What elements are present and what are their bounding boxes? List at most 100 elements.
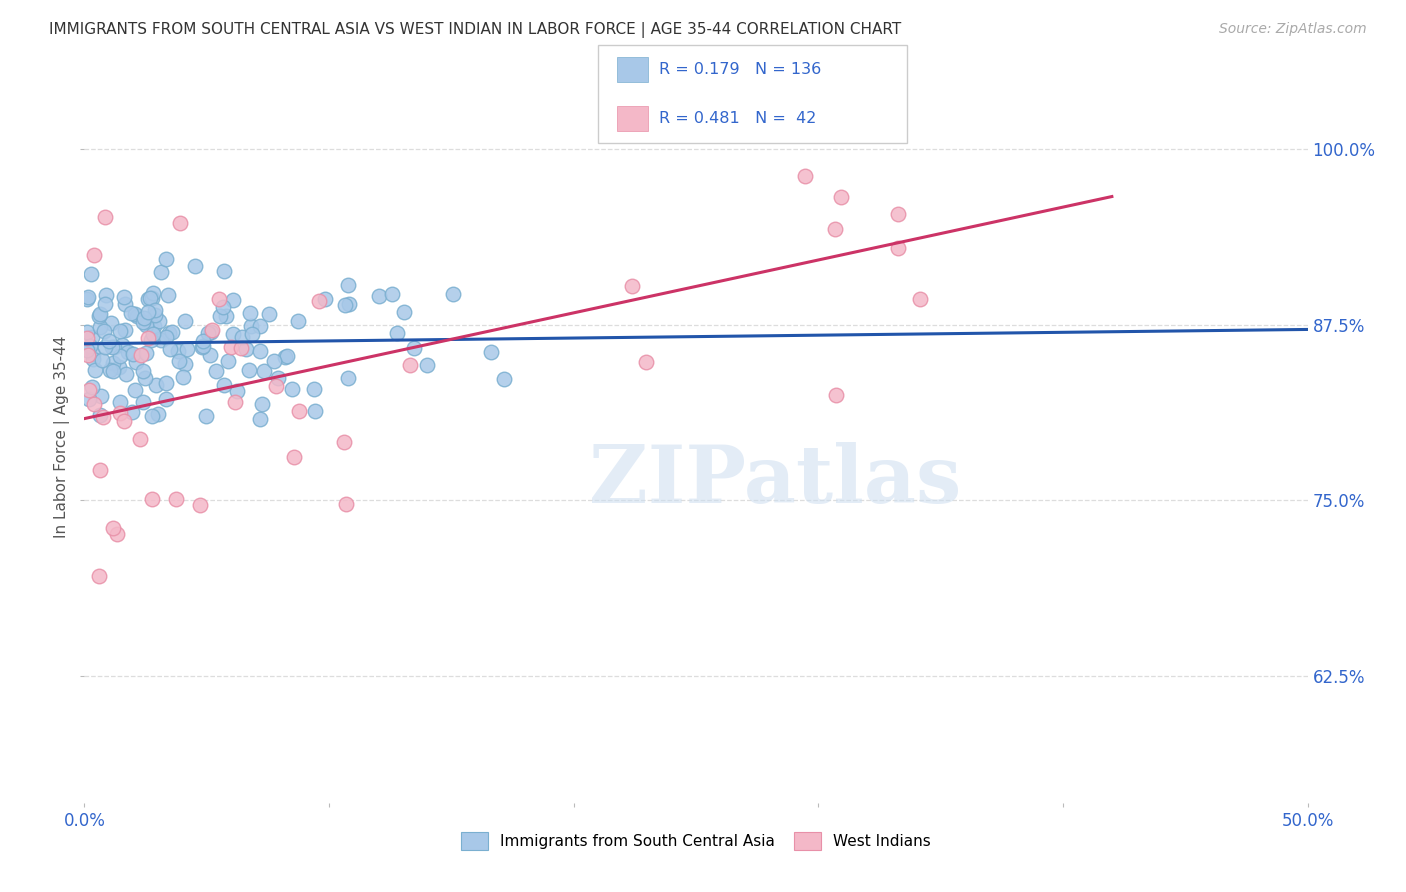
Text: IMMIGRANTS FROM SOUTH CENTRAL ASIA VS WEST INDIAN IN LABOR FORCE | AGE 35-44 COR: IMMIGRANTS FROM SOUTH CENTRAL ASIA VS WE…	[49, 22, 901, 38]
Point	[238, 363, 260, 377]
Point	[117, 344, 139, 359]
Point	[304, 404, 326, 418]
Point	[136, 331, 159, 345]
Point	[387, 326, 409, 340]
Point	[108, 324, 131, 338]
Point	[87, 569, 110, 583]
Point	[120, 306, 142, 320]
Point	[159, 326, 181, 341]
Point	[824, 222, 846, 236]
Point	[191, 334, 214, 349]
Point	[337, 370, 360, 384]
Point	[155, 330, 177, 344]
Point	[337, 297, 360, 311]
Point	[82, 380, 104, 394]
Point	[219, 340, 242, 354]
Point	[273, 351, 295, 365]
Point	[167, 344, 190, 359]
Point	[198, 348, 221, 362]
Point	[139, 319, 162, 334]
Point	[149, 333, 172, 347]
Point	[134, 370, 156, 384]
Point	[148, 314, 170, 328]
Point	[103, 364, 125, 378]
Point	[335, 497, 357, 511]
Point	[90, 389, 112, 403]
Point	[79, 339, 101, 353]
Point	[89, 320, 111, 334]
Point	[76, 292, 98, 306]
Point	[174, 314, 197, 328]
Point	[83, 397, 105, 411]
Point	[794, 169, 817, 183]
Point	[249, 411, 271, 425]
Point	[222, 326, 245, 341]
Point	[110, 406, 132, 420]
Point	[101, 521, 124, 535]
Point	[84, 363, 107, 377]
Point	[146, 407, 169, 421]
Point	[416, 358, 439, 372]
Point	[112, 290, 135, 304]
Point	[76, 325, 98, 339]
Point	[212, 264, 235, 278]
Point	[89, 309, 111, 323]
Point	[96, 287, 118, 301]
Point	[333, 298, 356, 312]
Point	[208, 292, 231, 306]
Point	[142, 285, 165, 300]
Point	[76, 348, 98, 362]
Point	[122, 347, 145, 361]
Point	[121, 405, 143, 419]
Point	[141, 409, 163, 424]
Point	[77, 290, 100, 304]
Point	[80, 330, 103, 344]
Point	[79, 267, 101, 281]
Point	[82, 352, 104, 367]
Point	[124, 355, 146, 369]
Point	[89, 463, 111, 477]
Point	[141, 291, 163, 305]
Point	[77, 392, 100, 407]
Point	[215, 310, 238, 324]
Point	[908, 292, 931, 306]
Point	[887, 241, 910, 255]
Point	[217, 354, 239, 368]
Point	[89, 408, 111, 422]
Point	[249, 318, 271, 333]
Y-axis label: In Labor Force | Age 35-44: In Labor Force | Age 35-44	[53, 336, 70, 538]
Point	[404, 341, 426, 355]
Point	[212, 378, 235, 392]
Point	[145, 378, 167, 392]
Point	[107, 360, 129, 375]
Point	[172, 370, 194, 384]
Point	[621, 279, 644, 293]
Point	[134, 310, 156, 325]
Point	[235, 342, 257, 356]
Point	[100, 316, 122, 330]
Point	[160, 325, 183, 339]
Point	[114, 297, 136, 311]
Point	[204, 364, 226, 378]
Point	[250, 397, 273, 411]
Point	[229, 341, 252, 355]
Point	[281, 382, 304, 396]
Point	[149, 265, 172, 279]
Point	[139, 291, 162, 305]
Point	[240, 327, 263, 342]
Point	[167, 353, 190, 368]
Point	[308, 293, 330, 308]
Point	[169, 216, 191, 230]
Point	[115, 367, 138, 381]
Point	[302, 382, 325, 396]
Point	[257, 307, 280, 321]
Text: R = 0.179   N = 136: R = 0.179 N = 136	[659, 62, 821, 77]
Point	[264, 378, 287, 392]
Point	[191, 339, 214, 353]
Point	[494, 372, 516, 386]
Point	[333, 434, 356, 449]
Point	[93, 325, 115, 339]
Text: Source: ZipAtlas.com: Source: ZipAtlas.com	[1219, 22, 1367, 37]
Point	[135, 346, 157, 360]
Point	[222, 293, 245, 307]
